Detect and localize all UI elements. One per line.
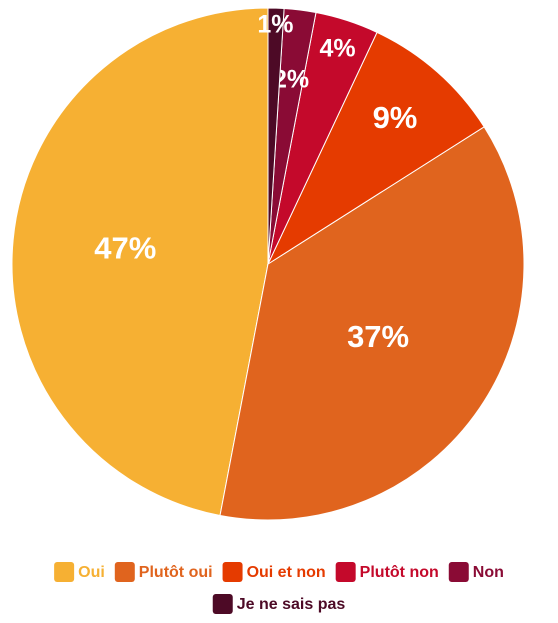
legend-swatch [114,562,135,582]
pie-slice [219,126,525,521]
slice-label: 47% [94,231,156,266]
legend-swatch [448,562,469,582]
legend-label: Plutôt oui [139,564,213,581]
legend-row: Oui Plutôt oui Oui et non Plutôt non Non [54,562,504,582]
slice-label: 4% [320,34,356,62]
legend-label: Oui [78,564,105,581]
legend-label: Non [473,564,504,581]
legend-swatch [222,562,243,582]
slice-label: 1% [257,11,293,39]
legend-label: Oui et non [247,564,326,581]
legend-swatch [335,562,356,582]
legend-row: Je ne sais pas [212,594,346,614]
legend-label: Je ne sais pas [237,596,346,613]
legend-swatch [54,562,75,582]
slice-label: 37% [347,319,409,354]
legend-label: Plutôt non [360,564,439,581]
pie-slice [11,7,269,517]
pie-slice [267,7,285,265]
pie-slice [266,31,485,266]
legend-swatch [212,594,233,614]
slice-label: 9% [373,100,418,135]
